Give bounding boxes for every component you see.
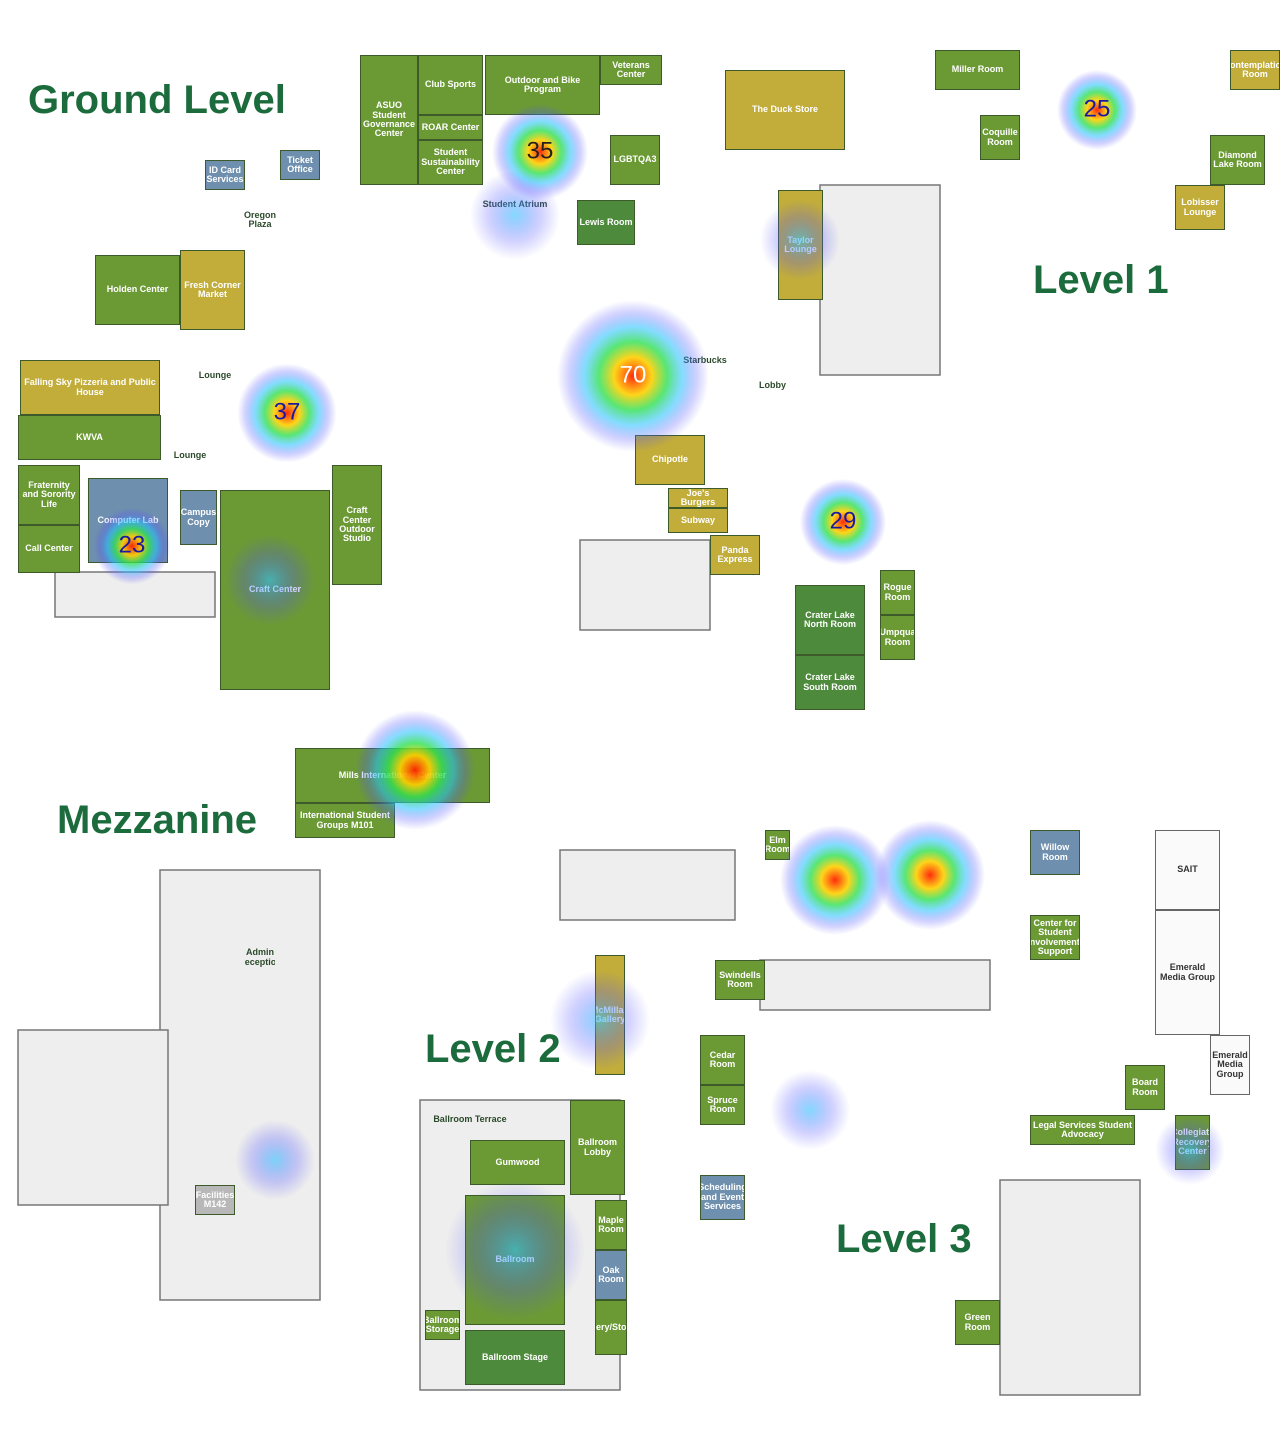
room: Scheduling and Event Services bbox=[700, 1175, 745, 1220]
wall bbox=[159, 869, 321, 1301]
room: Umpqua Room bbox=[880, 615, 915, 660]
room: Panda Express bbox=[710, 535, 760, 575]
room: International Student Groups M101 bbox=[295, 803, 395, 838]
room: Student Atrium bbox=[482, 199, 548, 210]
level-title: Level 3 bbox=[836, 1217, 972, 1261]
room: Crater Lake South Room bbox=[795, 655, 865, 710]
room: Maple Room bbox=[595, 1200, 627, 1250]
room: Falling Sky Pizzeria and Public House bbox=[20, 360, 160, 415]
wall bbox=[579, 539, 711, 631]
room: Emerald Media Group bbox=[1155, 910, 1220, 1035]
room: Spruce Room bbox=[700, 1085, 745, 1125]
room: Willow Room bbox=[1030, 830, 1080, 875]
room: KWVA bbox=[18, 415, 161, 460]
room: Call Center bbox=[18, 525, 80, 573]
room: Miller Room bbox=[935, 50, 1020, 90]
room: Ticket Office bbox=[280, 150, 320, 180]
room: Craft Center bbox=[220, 490, 330, 690]
room: Servery/Storage bbox=[595, 1300, 627, 1355]
level-title: Level 2 bbox=[425, 1027, 561, 1071]
level-title: Mezzanine bbox=[57, 798, 258, 842]
room: Chipotle bbox=[635, 435, 705, 485]
room: McMillan Gallery bbox=[595, 955, 625, 1075]
wall bbox=[559, 849, 736, 921]
room: Swindells Room bbox=[715, 960, 765, 1000]
wall bbox=[17, 1029, 169, 1206]
room: Green Room bbox=[955, 1300, 1000, 1345]
wall bbox=[999, 1179, 1141, 1396]
room: Cedar Room bbox=[700, 1035, 745, 1085]
room: Admin Reception bbox=[245, 947, 275, 967]
room: ROAR Center bbox=[418, 115, 483, 140]
room: Outdoor and Bike Program bbox=[485, 55, 600, 115]
room: Campus Copy bbox=[180, 490, 217, 545]
room: Holden Center bbox=[95, 255, 180, 325]
room: Center for Student Involvement: Support bbox=[1030, 915, 1080, 960]
room: Lewis Room bbox=[577, 200, 635, 245]
level-title: Ground Level bbox=[28, 78, 286, 122]
room: Club Sports bbox=[418, 55, 483, 115]
wall bbox=[819, 184, 941, 376]
room: Facilities M142 bbox=[195, 1185, 235, 1215]
room: Elm Room bbox=[765, 830, 790, 860]
room: Gumwood bbox=[470, 1140, 565, 1185]
room: Mills International Center bbox=[295, 748, 490, 803]
room: Lounge bbox=[198, 370, 232, 381]
wall bbox=[759, 959, 991, 1011]
room: ASUO Student Governance Center bbox=[360, 55, 418, 185]
room: Legal Services Student Advocacy bbox=[1030, 1115, 1135, 1145]
level-title: Level 1 bbox=[1033, 258, 1169, 302]
room: LGBTQA3 bbox=[610, 135, 660, 185]
room: Fraternity and Sorority Life bbox=[18, 465, 80, 525]
room: Oak Room bbox=[595, 1250, 627, 1300]
room: Oregon Plaza bbox=[243, 209, 276, 229]
room: Computer Lab bbox=[88, 478, 168, 563]
room: Ballroom Storage bbox=[425, 1310, 460, 1340]
room: Subway bbox=[668, 508, 728, 533]
wall bbox=[54, 571, 216, 618]
room: Emerald Media Group bbox=[1210, 1035, 1250, 1095]
room: Ballroom Lobby bbox=[570, 1100, 625, 1195]
walls bbox=[17, 184, 1141, 1396]
room: Ballroom Stage bbox=[465, 1330, 565, 1385]
room: Taylor Lounge bbox=[778, 190, 823, 300]
room: The Duck Store bbox=[725, 70, 845, 150]
room: Diamond Lake Room bbox=[1210, 135, 1265, 185]
room: Student Sustainability Center bbox=[418, 140, 483, 185]
room: Starbucks bbox=[683, 355, 727, 366]
room: Ballroom Terrace bbox=[433, 1114, 507, 1125]
room: Crater Lake North Room bbox=[795, 585, 865, 655]
room: Rogue Room bbox=[880, 570, 915, 615]
room: Board Room bbox=[1125, 1065, 1165, 1110]
room: Fresh Corner Market bbox=[180, 250, 245, 330]
room: SAIT bbox=[1155, 830, 1220, 910]
room: Contemplation Room bbox=[1230, 50, 1280, 90]
room: Lobisser Lounge bbox=[1175, 185, 1225, 230]
room: ID Card Services bbox=[205, 160, 245, 190]
room: Ballroom bbox=[465, 1195, 565, 1325]
room: Joe's Burgers bbox=[668, 488, 728, 508]
room: Lobby bbox=[759, 380, 786, 391]
room: Veterans Center bbox=[600, 55, 662, 85]
room: Coquille Room bbox=[980, 115, 1020, 160]
room: Craft Center Outdoor Studio bbox=[332, 465, 382, 585]
room: Lounge bbox=[173, 450, 207, 461]
room: Collegiate Recovery Center bbox=[1175, 1115, 1210, 1170]
